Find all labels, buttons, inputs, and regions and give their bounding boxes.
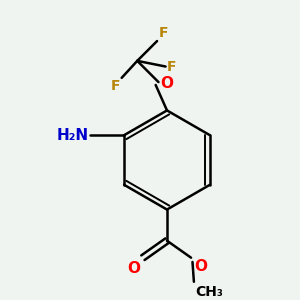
Text: F: F bbox=[158, 26, 168, 40]
Text: O: O bbox=[194, 259, 207, 274]
Text: O: O bbox=[160, 76, 173, 91]
Text: H₂N: H₂N bbox=[56, 128, 89, 143]
Text: CH₃: CH₃ bbox=[195, 285, 223, 298]
Text: F: F bbox=[167, 59, 176, 74]
Text: O: O bbox=[127, 260, 140, 275]
Text: F: F bbox=[111, 79, 120, 93]
